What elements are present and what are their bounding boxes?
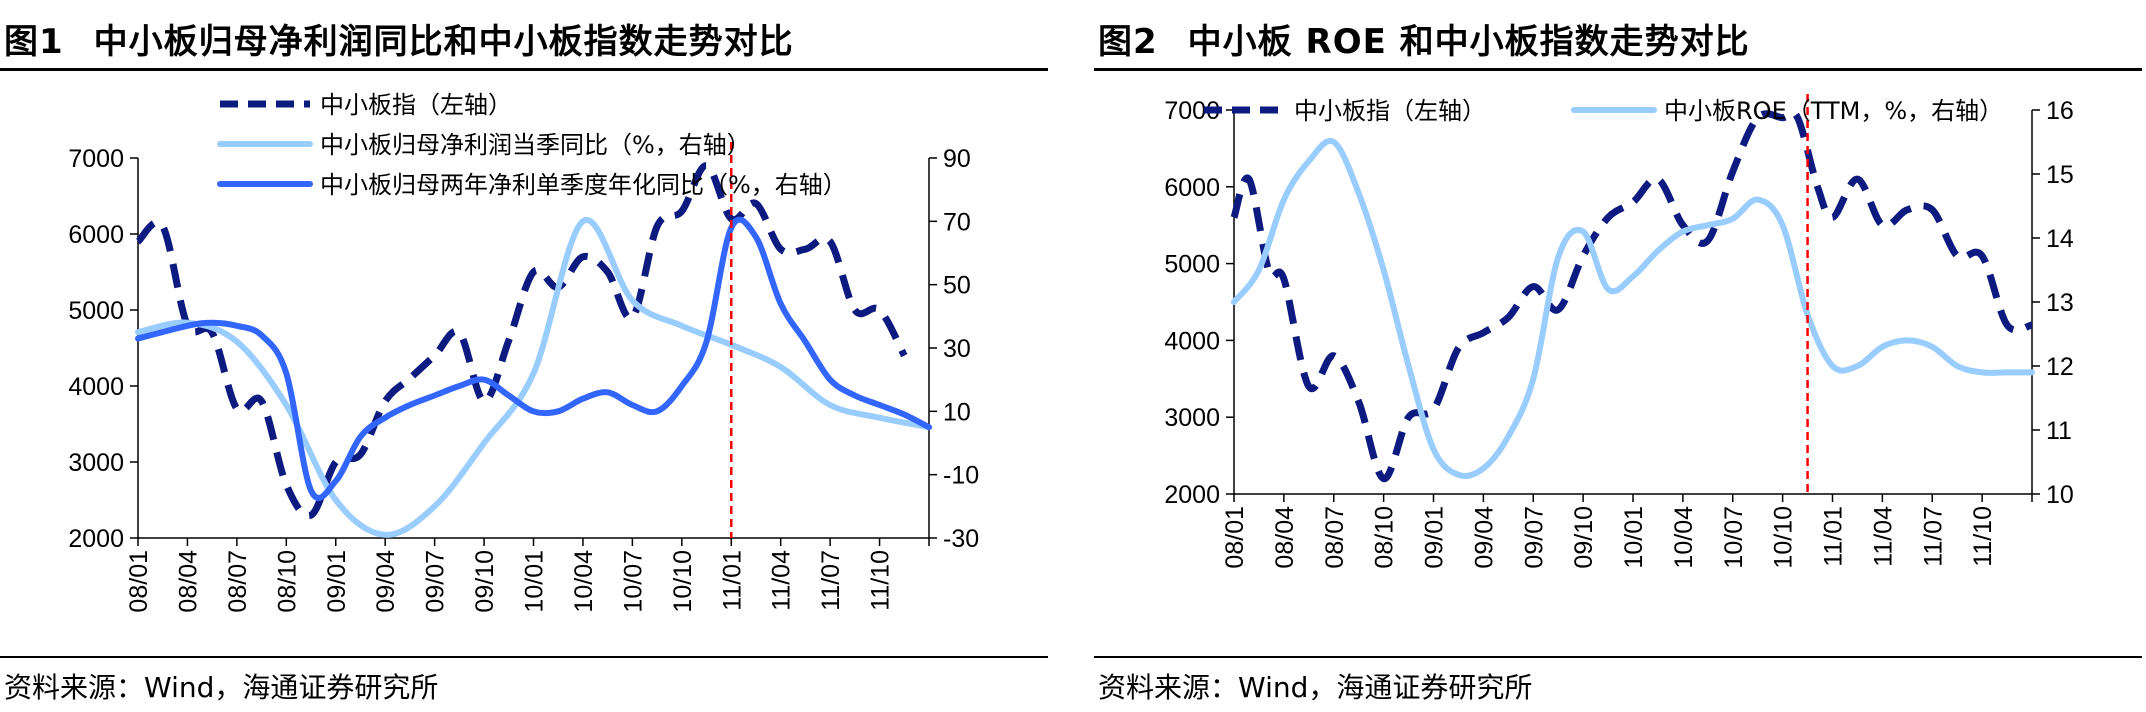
x-tick-label: 09/07 (422, 550, 450, 613)
figure-2-title: 图2 中小板 ROE 和中小板指数走势对比 (1098, 14, 1750, 63)
figure-1-bottom-rule (0, 656, 1048, 658)
x-tick-label: 10/01 (1620, 506, 1648, 569)
figure-2-label: 图2 (1098, 22, 1158, 62)
left-y-tick-label: 2000 (1164, 481, 1220, 509)
figure-1-panel: 图1 中小板归母净利润同比和中小板指数走势对比 7000 6000 5000 4000 3… (0, 0, 1050, 712)
figure-1-top-rule (0, 68, 1048, 71)
right-y-tick-label: 13 (2046, 289, 2074, 317)
figure-2-bottom-rule (1094, 656, 2142, 658)
x-tick-label: 11/10 (867, 550, 895, 611)
x-tick-label: 09/10 (1570, 506, 1598, 569)
right-y-tick-label: -10 (943, 462, 979, 490)
right-y-tick-label: -30 (943, 525, 979, 553)
x-tick-label: 11/04 (768, 550, 796, 611)
x-tick-label: 11/01 (718, 550, 746, 611)
right-y-tick-label: 70 (943, 208, 971, 236)
x-tick-label: 09/07 (1520, 506, 1548, 569)
left-y-tick-label: 5000 (68, 297, 124, 325)
x-tick-label: 10/04 (570, 550, 598, 613)
x-tick-label: 08/01 (1221, 506, 1249, 569)
figure-1-source: 资料来源：Wind，海通证券研究所 (4, 671, 439, 704)
series-line-1 (135, 217, 932, 538)
series-line-0 (1230, 109, 2033, 483)
x-tick-label: 10/07 (1720, 506, 1748, 569)
x-tick-label: 09/01 (323, 550, 351, 613)
x-tick-label: 10/04 (1670, 506, 1698, 569)
right-y-tick-label: 50 (943, 272, 971, 300)
left-y-tick-label: 3000 (68, 449, 124, 477)
right-y-tick-label: 10 (943, 398, 971, 426)
x-tick-label: 09/10 (471, 550, 499, 613)
x-tick-label: 11/10 (1969, 506, 1997, 567)
left-y-tick-label: 4000 (1164, 327, 1220, 355)
figure-1-chart: 7000 6000 5000 4000 3000 2000 90 70 50 30 10 -10 -30… (68, 91, 979, 613)
x-tick-label: 11/04 (1869, 506, 1897, 567)
left-y-tick-label: 6000 (1164, 174, 1220, 202)
series-line-2 (135, 216, 932, 501)
right-y-tick-label: 30 (943, 335, 971, 363)
left-y-tick-label: 5000 (1164, 251, 1220, 279)
legend-label-2: 中小板归母两年净利单季度年化同比（%，右轴） (320, 171, 847, 199)
x-tick-label: 10/10 (1770, 506, 1798, 569)
right-y-tick-label: 11 (2046, 417, 2072, 445)
x-tick-label: 08/10 (273, 550, 301, 613)
figure-2-chart: 7000600050004000300020001615141312111008… (1164, 94, 2074, 569)
figure-2-title-text: 中小板 ROE 和中小板指数走势对比 (1187, 22, 1750, 62)
x-tick-label: 09/01 (1421, 506, 1449, 569)
x-tick-label: 08/07 (224, 550, 252, 613)
legend-label-1: 中小板ROE（TTM，%，右轴） (1664, 97, 2003, 125)
right-y-tick-label: 14 (2046, 225, 2074, 253)
x-tick-label: 09/04 (372, 550, 400, 613)
series-line-1 (1231, 137, 2035, 480)
right-y-tick-label: 12 (2046, 353, 2074, 381)
left-y-tick-label: 7000 (68, 145, 124, 173)
legend-label-0: 中小板指（左轴） (1294, 97, 1486, 125)
x-tick-label: 10/01 (521, 550, 549, 613)
left-y-tick-label: 2000 (68, 525, 124, 553)
x-tick-label: 08/07 (1321, 506, 1349, 569)
x-tick-label: 11/07 (817, 550, 845, 611)
x-tick-label: 11/07 (1919, 506, 1947, 567)
x-tick-label: 08/04 (174, 550, 202, 613)
left-y-tick-label: 4000 (68, 373, 124, 401)
legend-label-1: 中小板归母净利润当季同比（%，右轴） (320, 131, 751, 159)
x-tick-label: 08/01 (125, 550, 153, 613)
x-tick-label: 10/10 (669, 550, 697, 613)
left-y-tick-label: 3000 (1164, 404, 1220, 432)
figure-1-label: 图1 (4, 22, 64, 62)
x-tick-label: 08/10 (1371, 506, 1399, 569)
legend-label-0: 中小板指（左轴） (320, 91, 512, 119)
x-tick-label: 09/04 (1470, 506, 1498, 569)
x-tick-label: 10/07 (619, 550, 647, 613)
figure-2-top-rule (1094, 68, 2142, 71)
x-tick-label: 08/04 (1271, 506, 1299, 569)
right-y-tick-label: 15 (2046, 161, 2074, 189)
series-line-0 (135, 162, 908, 520)
right-y-tick-label: 16 (2046, 97, 2074, 125)
figure-2-panel: 图2 中小板 ROE 和中小板指数走势对比 7000 6000 5000 4000 300… (1094, 0, 2144, 712)
figure-1-title-text: 中小板归母净利润同比和中小板指数走势对比 (93, 22, 794, 62)
right-y-tick-label: 90 (943, 145, 971, 173)
right-y-tick-label: 10 (2046, 481, 2074, 509)
x-tick-label: 11/01 (1820, 506, 1848, 567)
figure-1-title: 图1 中小板归母净利润同比和中小板指数走势对比 (4, 14, 794, 63)
figure-2-source: 资料来源：Wind，海通证券研究所 (1098, 671, 1533, 704)
left-y-tick-label: 6000 (68, 221, 124, 249)
